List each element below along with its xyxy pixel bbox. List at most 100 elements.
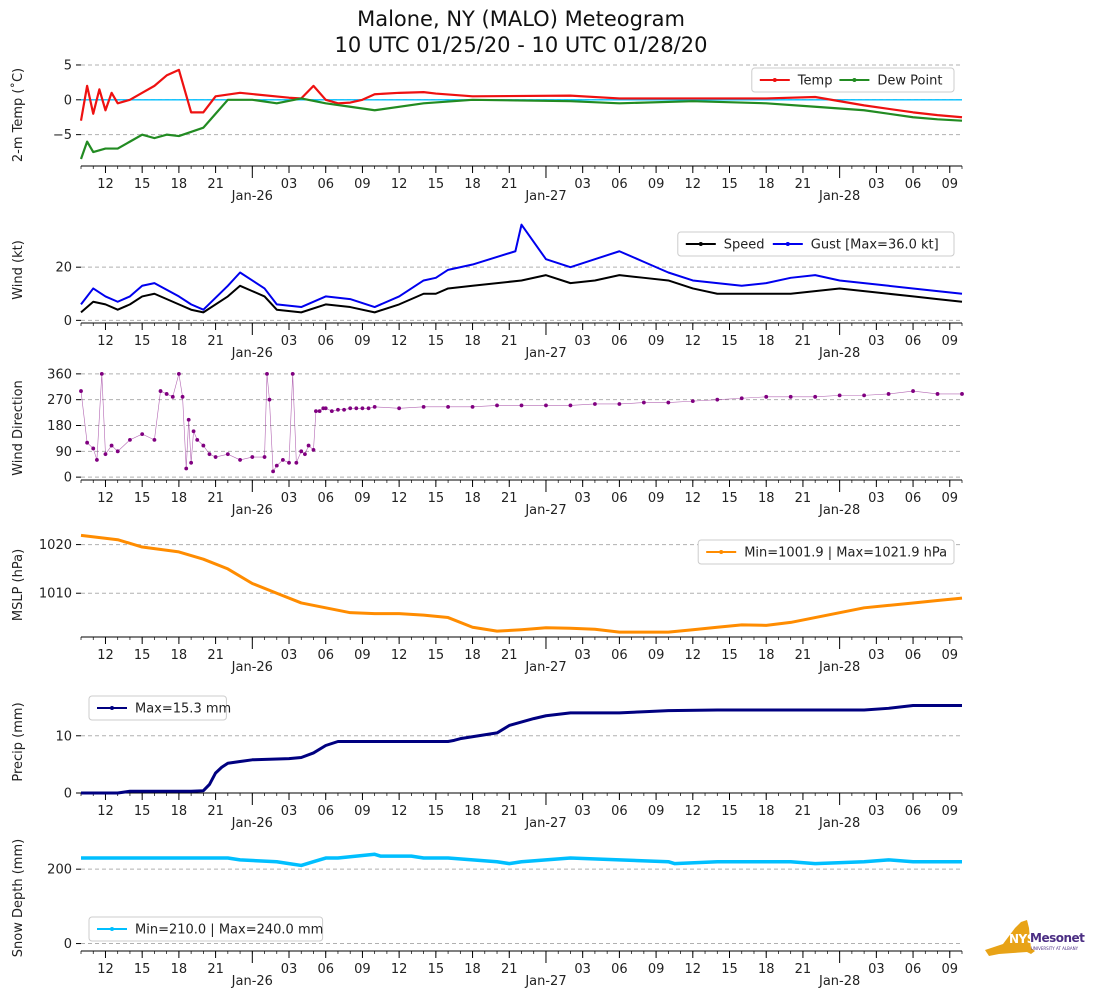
wind-xtick-label: 15 [721,334,738,349]
snow-legend-label: Min=210.0 | Max=240.0 mm [135,923,323,938]
direction-point [568,403,573,408]
precip-xtick-label: 03 [574,804,591,819]
direction-xtick-label: 09 [354,491,371,506]
direction-day-label: Jan-28 [818,503,860,518]
direction-point [519,403,524,408]
direction-point [115,449,120,454]
snow-xtick-label: 06 [317,962,334,977]
direction-xtick-label: 18 [464,491,481,506]
direction-point [470,404,475,409]
direction-point [715,397,720,402]
direction-point [421,404,426,409]
direction-point [862,393,867,398]
mslp-xtick-label: 18 [171,648,188,663]
direction-point [152,437,157,442]
mslp-xtick-label: 06 [317,648,334,663]
wind-xtick-label: 03 [574,334,591,349]
snow-xtick-label: 09 [648,962,665,977]
temp-xtick-label: 21 [501,177,518,192]
direction-point [329,409,334,414]
snow-ylabel: Snow Depth (mm) [11,839,26,957]
direction-point [311,447,316,452]
direction-point [225,452,230,457]
snow-xtick-label: 03 [868,962,885,977]
logo-nys-text: NYS [1009,932,1035,946]
snow-day-label: Jan-27 [524,974,566,989]
precip-xtick-label: 21 [795,804,812,819]
temp-day-label: Jan-26 [231,189,273,204]
precip-xtick-label: 03 [868,804,885,819]
temp-ytick-label: −5 [53,128,72,143]
mslp-xtick-label: 12 [97,648,114,663]
wind-xtick-label: 21 [501,334,518,349]
snow-legend [88,916,324,942]
temp-xtick-label: 18 [758,177,775,192]
temp-legend-marker [852,78,857,82]
temp-xtick-label: 21 [207,177,224,192]
wind-xtick-label: 18 [464,334,481,349]
mslp-xtick-label: 03 [281,648,298,663]
chart-title: Malone, NY (MALO) Meteogram 10 UTC 01/25… [0,6,1042,58]
direction-point [271,469,276,474]
wind-xtick-label: 15 [134,334,151,349]
direction-point [195,437,200,442]
mslp-xtick-label: 15 [134,648,151,663]
temp-xtick-label: 03 [281,177,298,192]
temp-day-label: Jan-27 [524,189,566,204]
mslp-xtick-label: 09 [941,648,958,663]
mslp-xtick-label: 21 [207,648,224,663]
precip-day-label: Jan-27 [524,816,566,831]
mslp-xtick-label: 15 [721,648,738,663]
wind-xtick-label: 09 [648,334,665,349]
precip-ytick-label: 10 [55,729,72,744]
temp-xtick-label: 15 [134,177,151,192]
temp-xtick-label: 09 [941,177,958,192]
chart-title-line2: 10 UTC 01/25/20 - 10 UTC 01/28/20 [334,33,708,57]
precip-ytick-label: 0 [64,787,72,802]
direction-point [207,452,212,457]
precip-xtick-label: 18 [758,804,775,819]
temp-legend-label: Dew Point [877,74,942,89]
direction-point [213,455,218,459]
precip-day-label: Jan-28 [818,816,860,831]
temp-ytick-label: 0 [64,93,72,108]
snow-xtick-label: 12 [97,962,114,977]
direction-point [164,392,169,396]
direction-point [544,403,548,408]
direction-point [348,406,353,411]
precip-xtick-label: 06 [905,804,922,819]
snow-ytick-label: 200 [47,863,72,878]
direction-point [303,452,307,457]
direction-point [85,440,90,445]
direction-xtick-label: 12 [685,491,702,506]
temp-xtick-label: 18 [171,177,188,192]
direction-point [299,449,304,454]
mslp-xtick-label: 03 [868,648,885,663]
precip-xtick-label: 12 [391,804,408,819]
mslp-ylabel: MSLP (hPa) [11,549,26,621]
direction-point [886,392,891,396]
direction-xtick-label: 06 [905,491,922,506]
temp-day-label: Jan-28 [818,189,860,204]
temp-xtick-label: 03 [574,177,591,192]
precip-xtick-label: 18 [464,804,481,819]
temp-series-1 [79,97,963,160]
direction-point [250,455,255,459]
direction-point [95,458,99,462]
direction-day-label: Jan-26 [231,503,273,518]
mslp-ytick-label: 1020 [39,538,72,553]
ny-state-shape-icon [985,920,1035,956]
snow-xtick-label: 12 [391,962,408,977]
temp-xtick-label: 12 [97,177,114,192]
precip-xtick-label: 06 [611,804,628,819]
snow-ytick-label: 0 [64,937,72,952]
wind-legend-label: Speed [724,238,765,253]
snow-day-label: Jan-26 [231,974,273,989]
snow-xtick-label: 15 [428,962,445,977]
direction-point [764,394,769,399]
precip-xtick-label: 15 [428,804,445,819]
direction-point [641,400,646,405]
wind-xtick-label: 12 [685,334,702,349]
direction-point [294,460,299,465]
direction-point [739,396,744,401]
